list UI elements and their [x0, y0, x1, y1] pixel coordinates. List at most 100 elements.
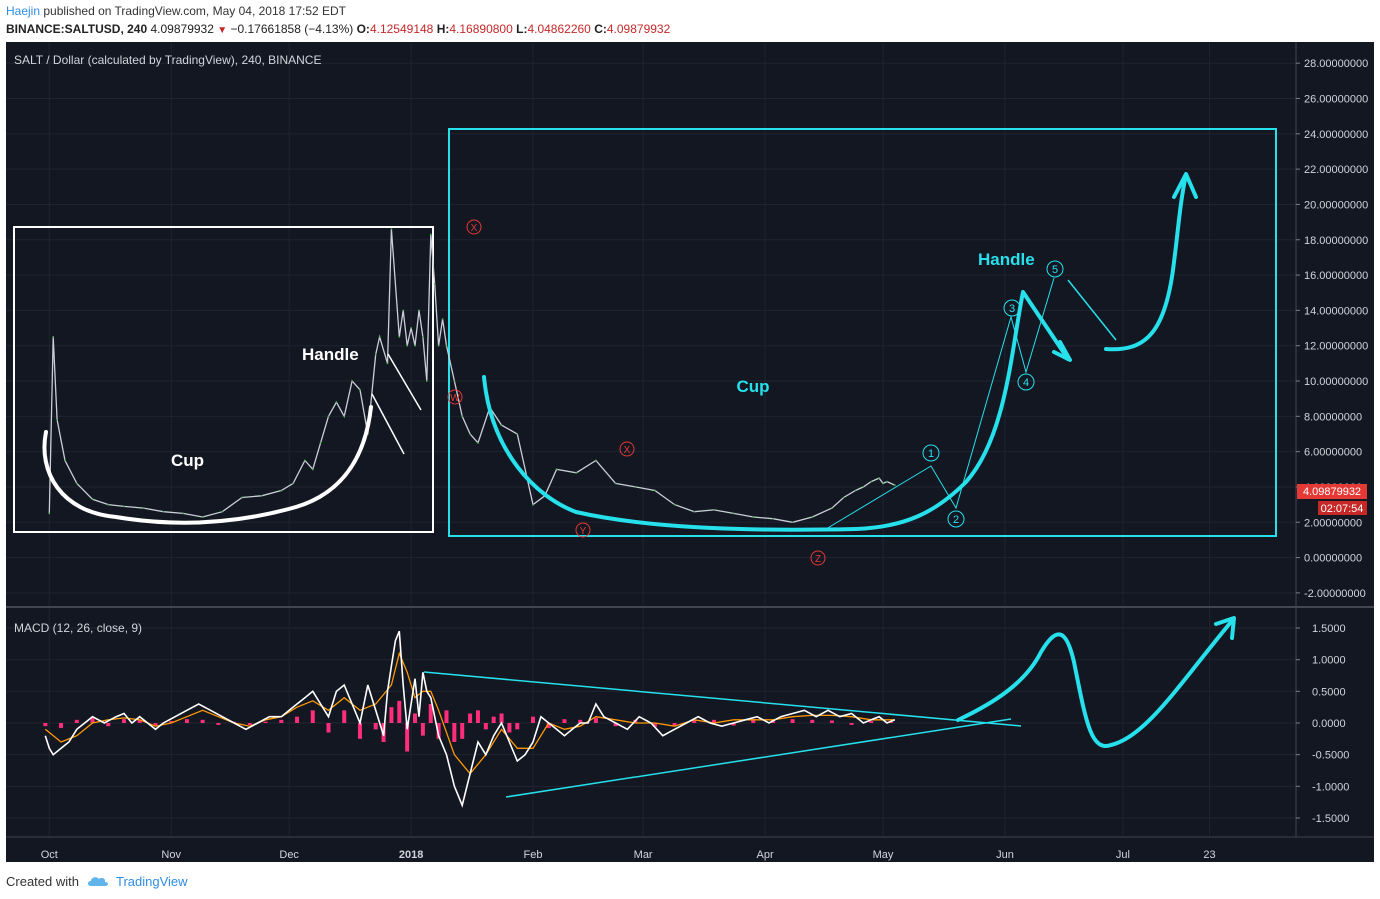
- elliott-wave-path: [825, 277, 1055, 530]
- time-tick-label: Jul: [1116, 849, 1130, 861]
- price-point: [52, 335, 55, 338]
- price-point: [425, 380, 428, 382]
- right-handle-label: Handle: [978, 250, 1035, 269]
- price-point: [870, 480, 873, 483]
- price-tick-label: 2.00000000: [1304, 517, 1362, 529]
- price-tag-value: 4.09879932: [1303, 486, 1361, 498]
- price-point: [359, 388, 361, 391]
- macd-histogram-bar: [263, 721, 268, 723]
- price-point: [311, 468, 314, 471]
- macd-histogram-bar: [507, 723, 512, 733]
- macd-tick-label: 1.5000: [1312, 623, 1346, 635]
- macd-histogram-bar: [531, 716, 536, 723]
- price-tick-label: 26.00000000: [1304, 94, 1368, 106]
- macd-tick-label: 0.0000: [1312, 718, 1346, 730]
- countdown-value: 02:07:54: [1321, 503, 1364, 515]
- up-arrow-icon: [1172, 172, 1198, 199]
- macd-histogram-bar: [279, 719, 284, 723]
- price-point: [732, 512, 735, 515]
- wave-marker-4: 4: [1017, 373, 1035, 391]
- price-point: [437, 344, 440, 347]
- price-point: [469, 433, 471, 435]
- price-point: [335, 401, 338, 404]
- price-point: [433, 282, 436, 285]
- chart-area[interactable]: SALT / Dollar (calculated by TradingView…: [6, 42, 1374, 862]
- price-point: [91, 498, 94, 501]
- wave-marker-z: Z: [810, 550, 826, 566]
- publish-line: Haejin published on TradingView.com, May…: [6, 4, 346, 18]
- svg-text:Y: Y: [580, 526, 587, 537]
- price-point: [555, 468, 558, 471]
- price-point: [280, 489, 283, 492]
- price-point: [878, 477, 881, 480]
- macd-histogram-bar: [483, 723, 488, 730]
- down-triangle-icon: ▼: [217, 25, 228, 36]
- wave-marker-5: 5: [1046, 260, 1064, 278]
- macd-lower-trendline: [505, 718, 1012, 798]
- price-point: [461, 415, 464, 418]
- price-point: [791, 521, 794, 524]
- open-value: 4.12549148: [369, 22, 434, 36]
- price-tag: [1297, 484, 1367, 499]
- price-point: [418, 309, 420, 312]
- price-point: [374, 353, 377, 356]
- time-tick-label: Dec: [279, 849, 299, 861]
- high-value: 4.16890800: [449, 22, 513, 36]
- wave-marker-3: 3: [1003, 299, 1021, 317]
- chart-svg[interactable]: SALT / Dollar (calculated by TradingView…: [6, 42, 1374, 862]
- price-point: [575, 471, 578, 474]
- macd-histogram-bar: [444, 710, 449, 723]
- macd-histogram-bar: [849, 723, 854, 725]
- price-point: [854, 489, 857, 492]
- publisher-link[interactable]: Haejin: [6, 4, 41, 18]
- price-point: [477, 441, 479, 444]
- price-point: [772, 517, 774, 520]
- macd-histogram-bar: [397, 700, 402, 723]
- change-value: −0.17661858 (−4.13%): [230, 22, 354, 36]
- macd-histogram-bar: [491, 716, 496, 723]
- macd-histogram-bar: [137, 719, 142, 723]
- price-point: [142, 507, 145, 510]
- macd-histogram-bar: [613, 723, 618, 727]
- right-pattern-box: [448, 128, 1277, 537]
- svg-text:X: X: [471, 223, 478, 234]
- time-tick-label: Apr: [756, 849, 773, 861]
- macd-histogram-bar: [357, 723, 362, 739]
- price-point: [811, 516, 814, 518]
- macd-axis[interactable]: -1.5000 -1.0000 -0.5000 0.0000 0.5000 1.0000 1…: [1296, 623, 1349, 825]
- macd-histogram-bar: [121, 719, 126, 723]
- price-point: [862, 486, 865, 488]
- macd-histogram-bar: [578, 719, 583, 723]
- macd-tick-label: -0.5000: [1312, 750, 1349, 762]
- low-value: 4.04862260: [527, 22, 591, 36]
- macd-histogram-bar: [326, 723, 331, 733]
- macd-histogram-bar: [184, 719, 189, 723]
- left-pattern-box: [13, 226, 434, 533]
- price-point: [654, 489, 656, 492]
- macd-histogram-bar: [373, 723, 378, 730]
- time-axis[interactable]: Oct Nov Dec 2018 Feb Mar Apr May Jun Jul 23: [41, 849, 1216, 861]
- macd-tick-label: -1.5000: [1312, 813, 1349, 825]
- price-point: [634, 486, 637, 488]
- left-handle-line-upper: [387, 353, 422, 411]
- price-point: [398, 335, 401, 338]
- macd-projection-curve: [956, 620, 1233, 748]
- price-tick-label: 16.00000000: [1304, 270, 1368, 282]
- tradingview-link[interactable]: TradingView: [116, 874, 188, 889]
- price-point: [48, 512, 51, 515]
- left-handle-label: Handle: [302, 345, 359, 364]
- price-point: [831, 507, 833, 510]
- time-tick-label: Nov: [161, 849, 181, 861]
- right-cup-label: Cup: [736, 377, 769, 396]
- price-point: [378, 335, 381, 338]
- price-point: [319, 441, 322, 444]
- macd-histogram-bar: [436, 723, 441, 739]
- macd-histogram-bar: [216, 723, 221, 725]
- price-point: [421, 335, 424, 338]
- macd-histogram-bar: [43, 723, 48, 727]
- wave-marker-w: W: [447, 389, 463, 405]
- price-point: [201, 516, 204, 518]
- price-point: [414, 344, 416, 347]
- price-point: [221, 510, 224, 513]
- price-tick-label: 14.00000000: [1304, 305, 1368, 317]
